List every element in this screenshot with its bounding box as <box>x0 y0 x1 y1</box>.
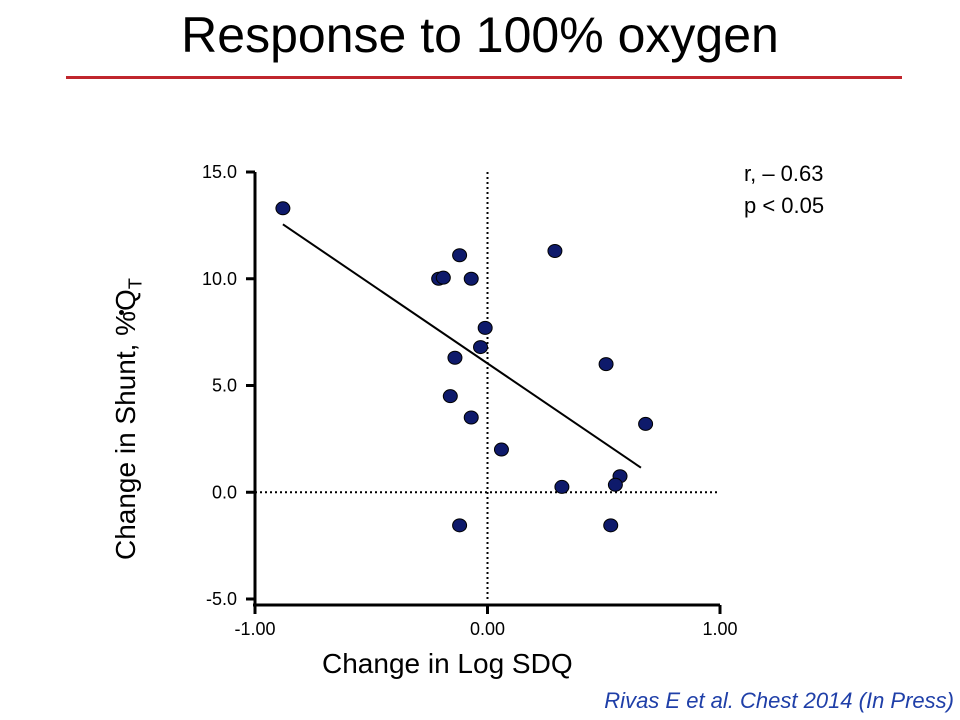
data-point <box>603 518 619 533</box>
data-point <box>607 477 623 492</box>
x-axis-label: Change in Log SDQ <box>322 648 573 679</box>
y-axis-label-main: Change in Shunt, %Q <box>110 289 141 560</box>
data-point <box>463 271 479 286</box>
y-axis-label: Change in Shunt, %QT <box>110 278 147 560</box>
reference-lines <box>255 172 720 599</box>
data-point <box>463 410 479 425</box>
data-point <box>452 518 468 533</box>
page-title: Response to 100% oxygen <box>181 7 779 63</box>
data-point <box>435 270 451 285</box>
data-point <box>473 340 489 355</box>
trendline <box>282 223 642 469</box>
y-tick-label: 10.0 <box>202 269 237 289</box>
correlation-r: r, – 0.63 <box>744 161 824 186</box>
data-point <box>477 320 493 335</box>
trendline-group <box>282 223 642 469</box>
data-point <box>442 389 458 404</box>
data-point <box>452 248 468 263</box>
stats-annotation: r, – 0.63 p < 0.05 <box>744 158 824 222</box>
x-tick-label: 0.00 <box>470 619 505 639</box>
axes: -5.0 0.0 5.0 10.0 15.0 -1.00 0.00 1.00 <box>202 162 738 639</box>
y-tick-label: 0.0 <box>212 482 237 502</box>
data-point <box>638 416 654 431</box>
x-tick-label: -1.00 <box>234 619 275 639</box>
y-tick-label: -5.0 <box>206 589 237 609</box>
y-tick-label: 5.0 <box>212 376 237 396</box>
q-dot-letter: Q <box>110 289 141 311</box>
data-point <box>547 243 563 258</box>
data-points <box>275 201 654 533</box>
title-underline <box>66 76 902 79</box>
data-point <box>554 479 570 494</box>
data-point <box>447 350 463 365</box>
y-tick-label: 15.0 <box>202 162 237 182</box>
p-value: p < 0.05 <box>744 193 825 218</box>
x-tick-label: 1.00 <box>702 619 737 639</box>
data-point <box>493 442 509 457</box>
data-point <box>275 201 291 216</box>
citation: Rivas E et al. Chest 2014 (In Press) <box>604 688 954 713</box>
y-axis-label-sub: T <box>125 278 146 290</box>
data-point <box>598 357 614 372</box>
